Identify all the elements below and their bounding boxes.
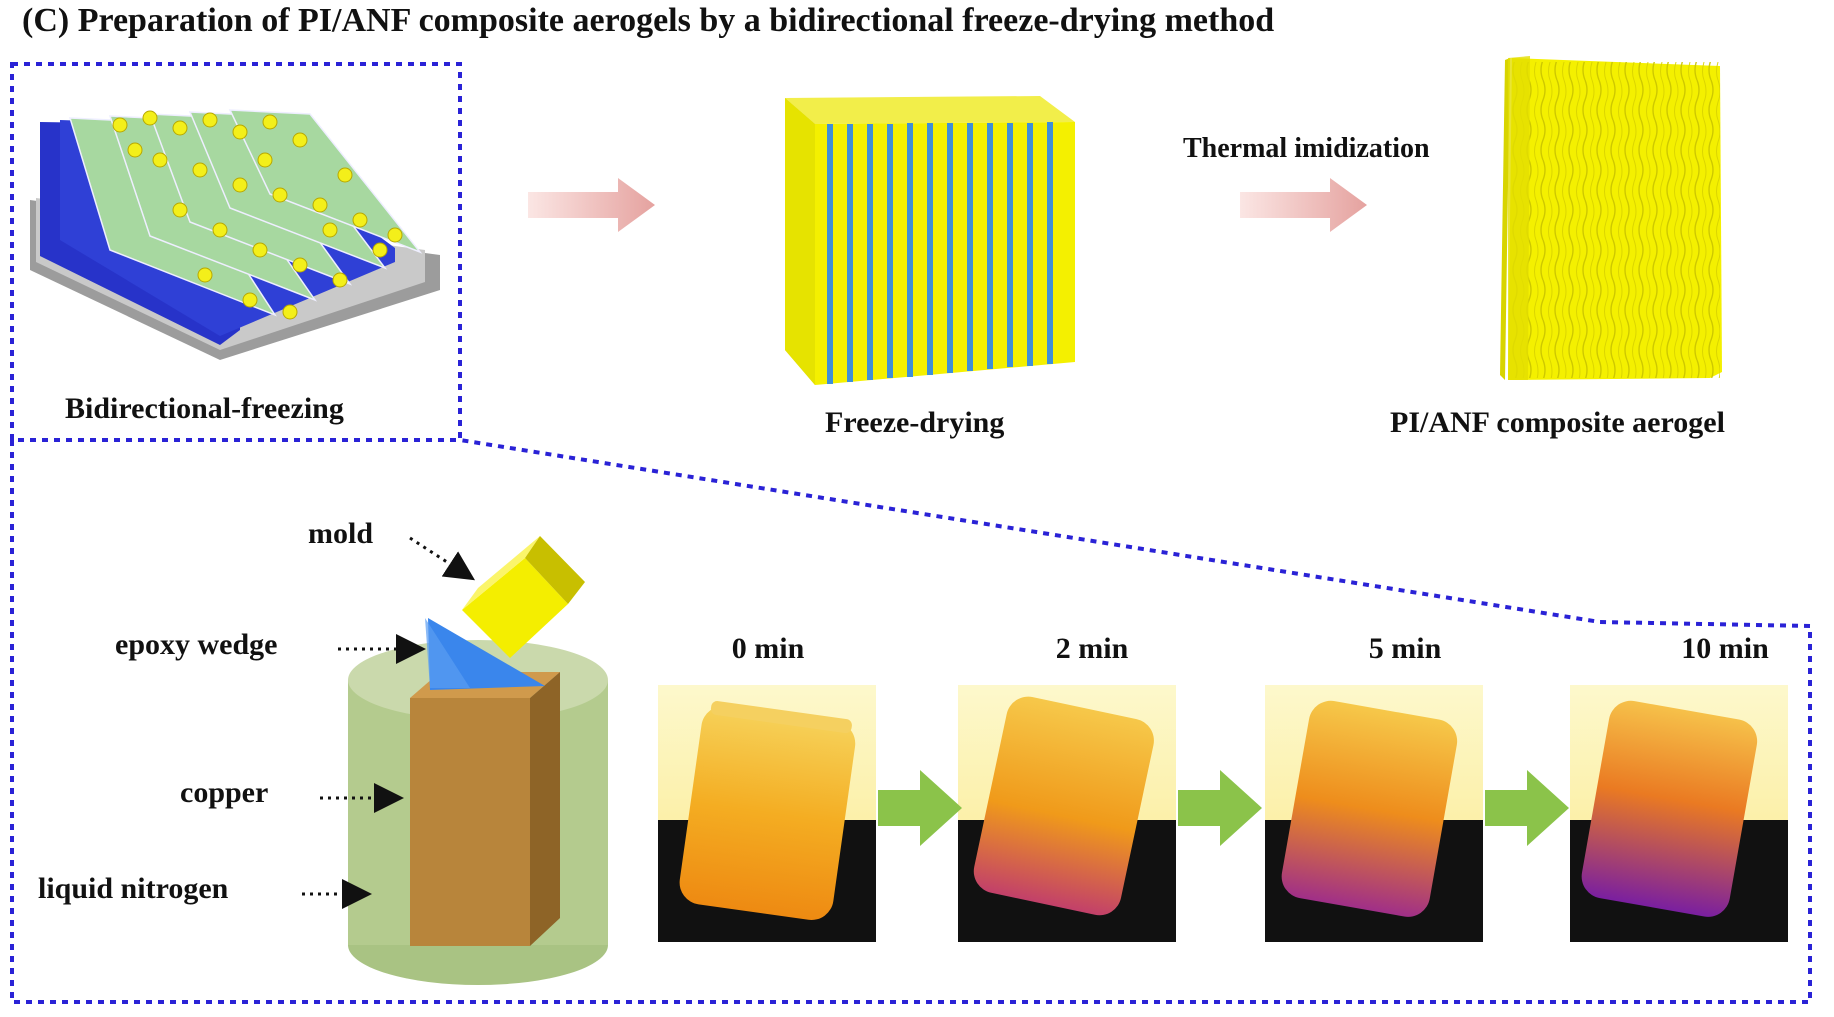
freeze-dried-cube <box>785 96 1075 385</box>
figure-title: (C) Preparation of PI/ANF composite aero… <box>22 2 1275 39</box>
freezing-illustration <box>30 109 440 360</box>
process-arrow-1 <box>528 178 655 232</box>
stage-label-freeze-drying: Freeze-drying <box>825 406 1005 439</box>
process-arrow-2 <box>1240 178 1367 232</box>
label-epoxy-wedge: epoxy wedge <box>115 628 278 661</box>
stage-label-bidirectional-freezing: Bidirectional-freezing <box>65 392 344 425</box>
green-arrows <box>878 770 1569 846</box>
label-liquid-nitrogen: liquid nitrogen <box>38 872 229 905</box>
time-label-2: 2 min <box>1055 632 1129 665</box>
label-mold: mold <box>308 517 374 550</box>
time-label-5: 5 min <box>1368 632 1442 665</box>
frame-inset <box>10 62 1812 1004</box>
setup-schematic <box>348 536 608 985</box>
arrow-label-thermal-imidization: Thermal imidization <box>1183 133 1430 164</box>
thermal-frame-0 <box>658 685 876 942</box>
stage-label-aerogel: PI/ANF composite aerogel <box>1390 406 1725 439</box>
label-copper: copper <box>180 776 269 809</box>
pointer-arrows <box>302 536 476 909</box>
thermal-frame-5 <box>1265 685 1483 942</box>
aerogel-illustration <box>1500 56 1722 380</box>
time-label-10: 10 min <box>1681 632 1769 665</box>
thermal-frame-10 <box>1570 685 1788 942</box>
time-label-0: 0 min <box>731 632 805 665</box>
thermal-frame-2 <box>958 685 1176 942</box>
